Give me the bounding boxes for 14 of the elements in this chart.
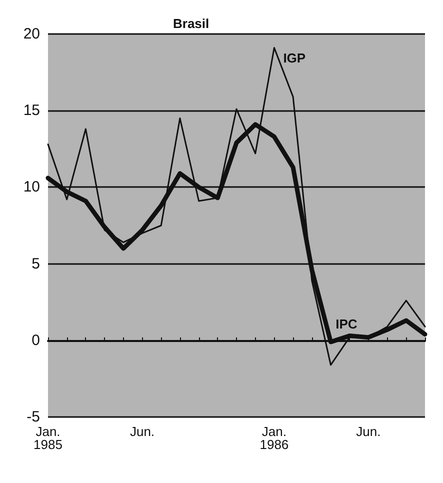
x-tick-label: Jan. 1986 xyxy=(260,424,289,452)
y-tick-label: 5 xyxy=(32,255,40,272)
chart-title: Brasil xyxy=(173,16,210,31)
line-series xyxy=(47,47,426,366)
y-tick-label: 20 xyxy=(23,26,40,42)
y-tick-label: 0 xyxy=(32,332,40,349)
y-tick-label: -5 xyxy=(26,408,40,426)
x-tick-label: Jan. 1985 xyxy=(34,424,62,452)
series-label: IGP xyxy=(283,50,306,66)
y-tick-label: 15 xyxy=(23,102,40,120)
x-tick-label: Jun. xyxy=(130,424,155,439)
y-tick-label: 10 xyxy=(23,178,40,196)
series-label: IPC xyxy=(336,316,358,332)
x-tick-label: Jun. xyxy=(356,424,381,439)
